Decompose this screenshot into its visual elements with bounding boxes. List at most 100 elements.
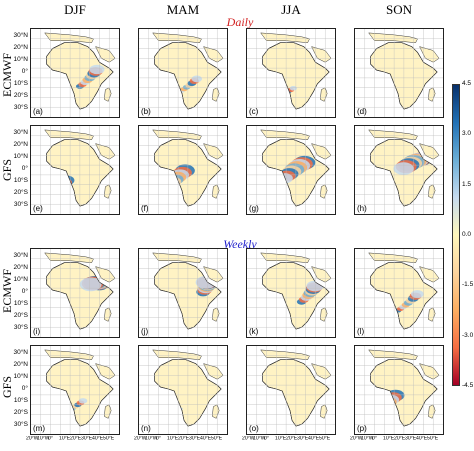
land-europe <box>260 252 310 263</box>
map-canvas <box>139 29 227 117</box>
map-panel: (j) <box>138 248 228 338</box>
map-canvas <box>355 126 443 214</box>
lat-tick-label: 30°N <box>13 129 28 136</box>
land-arabia <box>95 363 116 380</box>
lat-tick-label: 20°N <box>13 264 28 271</box>
map-panel: (k) <box>246 248 336 338</box>
map-canvas <box>247 126 335 214</box>
land-madagascar <box>320 307 328 322</box>
lat-tick-label: 30°N <box>13 252 28 259</box>
land-arabia <box>311 46 332 63</box>
lon-tick-label: 40°E <box>308 436 320 442</box>
map-panel: (d) <box>354 28 444 118</box>
map-canvas <box>247 249 335 337</box>
lat-tick-label: 10°S <box>13 397 28 404</box>
lon-tick-label: 0° <box>48 436 53 442</box>
lon-tick-label: 50°E <box>427 436 439 442</box>
colorbar-tick-label: -3.0 <box>462 331 474 339</box>
map-panel: (p) <box>354 345 444 435</box>
land-europe <box>44 349 94 360</box>
panel-label: (n) <box>141 424 151 433</box>
map-canvas <box>139 126 227 214</box>
lat-tick-label: 20°S <box>13 92 28 99</box>
land-europe <box>152 129 202 140</box>
lat-tick-label: 10°S <box>13 80 28 87</box>
land-arabia <box>203 266 224 283</box>
land-madagascar <box>104 184 112 199</box>
land-madagascar <box>104 307 112 322</box>
land-madagascar <box>212 87 220 102</box>
panel-label: (a) <box>33 107 43 116</box>
lat-tick-label: 10°N <box>13 276 28 283</box>
land-madagascar <box>212 307 220 322</box>
land-europe <box>368 32 418 43</box>
lat-tick-label: 30°S <box>13 421 28 428</box>
map-panel: (a) <box>30 28 120 118</box>
map-canvas <box>31 29 119 117</box>
lon-tick-label: 40°E <box>416 436 428 442</box>
land-europe <box>260 349 310 360</box>
land-arabia <box>311 363 332 380</box>
lat-tick-label: 30°N <box>13 32 28 39</box>
lon-tick-label: 10°E <box>383 436 395 442</box>
map-canvas <box>247 346 335 434</box>
lat-tick-label: 10°S <box>13 300 28 307</box>
land-madagascar <box>320 87 328 102</box>
land-europe <box>44 32 94 43</box>
map-panel: (n) <box>138 345 228 435</box>
lon-tick-label: 40°E <box>92 436 104 442</box>
lon-tick-label: 30°E <box>81 436 93 442</box>
map-panel: (h) <box>354 125 444 215</box>
lon-tick-label: 50°E <box>211 436 223 442</box>
lon-tick-label: 10°W <box>145 436 158 442</box>
colorbar <box>452 84 460 386</box>
map-panel: (o) <box>246 345 336 435</box>
land-madagascar <box>428 87 436 102</box>
lon-tick-label: 20°W <box>350 436 363 442</box>
lon-tick-label: 10°E <box>275 436 287 442</box>
map-canvas <box>31 126 119 214</box>
panel-label: (k) <box>249 327 259 336</box>
lon-tick-label: 40°E <box>200 436 212 442</box>
map-canvas <box>139 249 227 337</box>
land-europe <box>368 129 418 140</box>
column-header-jja: JJA <box>281 2 301 17</box>
map-panel: (l) <box>354 248 444 338</box>
lat-tick-label: 30°S <box>13 324 28 331</box>
land-madagascar <box>212 184 220 199</box>
lon-tick-label: 50°E <box>103 436 115 442</box>
lat-tick-label: 0° <box>21 385 28 392</box>
land-europe <box>152 252 202 263</box>
land-madagascar <box>428 307 436 322</box>
land-europe <box>260 129 310 140</box>
colorbar-tick-label: -4.5 <box>462 382 474 389</box>
panel-label: (o) <box>249 424 259 433</box>
map-panel: (f) <box>138 125 228 215</box>
column-header-son: SON <box>385 2 412 17</box>
land-europe <box>368 252 418 263</box>
panel-label: (p) <box>357 424 367 433</box>
lat-tick-label: 10°N <box>13 373 28 380</box>
lat-tick-label: 10°S <box>13 177 28 184</box>
land-arabia <box>311 143 332 160</box>
lon-tick-label: 30°E <box>297 436 309 442</box>
map-canvas <box>247 29 335 117</box>
land-europe <box>260 32 310 43</box>
lon-tick-label: 10°W <box>37 436 50 442</box>
lat-tick-label: 30°S <box>13 201 28 208</box>
land-arabia <box>419 266 440 283</box>
land-madagascar <box>428 184 436 199</box>
lat-tick-label: 0° <box>21 288 28 295</box>
lat-tick-label: 10°N <box>13 56 28 63</box>
panel-label: (l) <box>357 327 365 336</box>
map-panel: (e) <box>30 125 120 215</box>
land-europe <box>44 252 94 263</box>
colorbar-tick-label: 1.5 <box>462 180 472 188</box>
panel-label: (j) <box>141 327 149 336</box>
land-europe <box>152 32 202 43</box>
land-arabia <box>203 363 224 380</box>
lat-tick-label: 0° <box>21 68 28 75</box>
lat-tick-label: 20°N <box>13 44 28 51</box>
panel-label: (h) <box>357 204 367 213</box>
map-canvas <box>355 29 443 117</box>
